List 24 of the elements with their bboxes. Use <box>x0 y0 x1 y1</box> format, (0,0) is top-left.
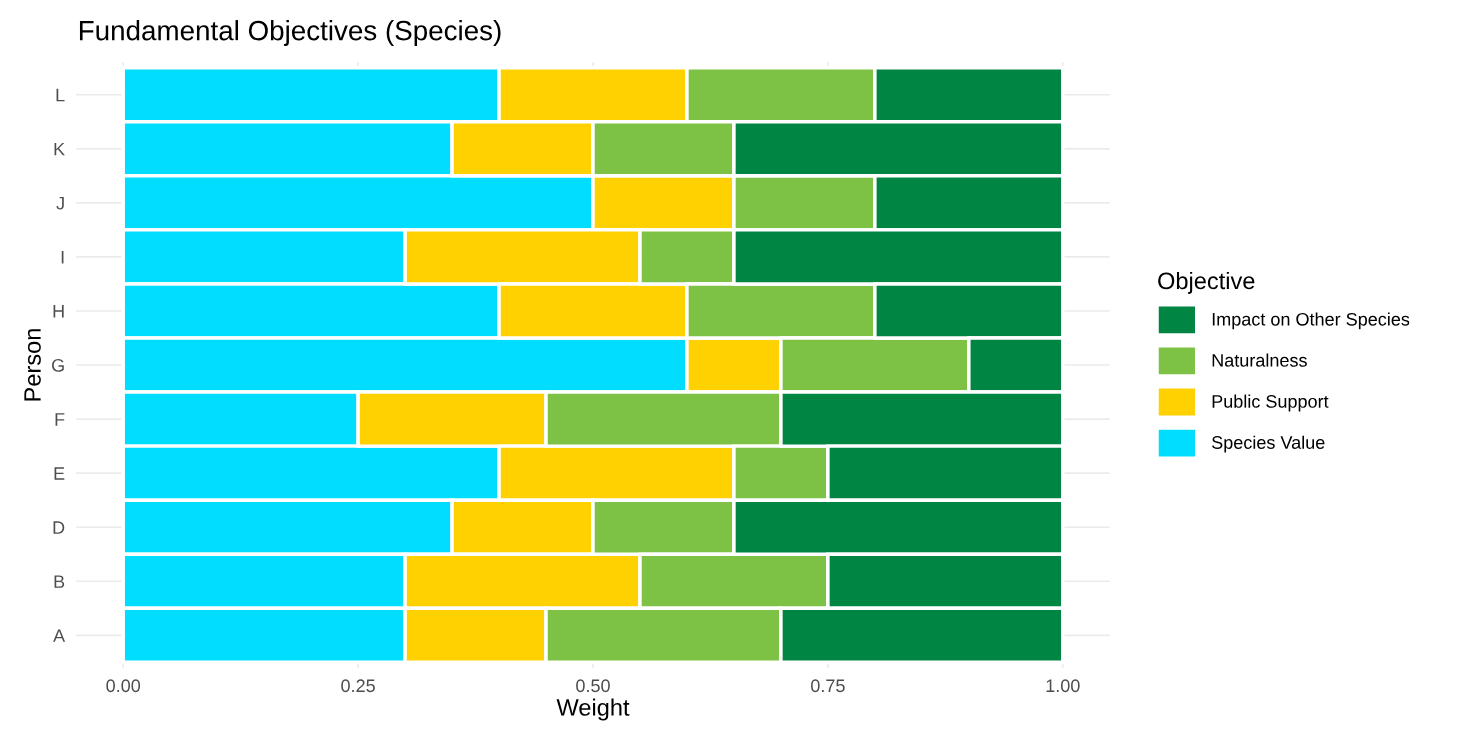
legend-title: Objective <box>1158 271 1255 294</box>
y-tick-label: J <box>56 196 64 210</box>
y-tick-label: K <box>54 142 65 156</box>
x-tick-label: 0.50 <box>576 679 610 693</box>
x-tick-label: 0.25 <box>341 679 375 693</box>
y-tick-label: I <box>61 251 64 264</box>
y-tick-label: E <box>54 467 65 480</box>
y-axis-title: Person <box>24 329 41 401</box>
x-axis-title: Weight <box>556 698 630 721</box>
y-tick-label: L <box>56 88 65 102</box>
legend-label: Impact on Other Species <box>1212 312 1410 330</box>
y-tick-label: F <box>55 413 65 426</box>
legend-label: Species Value <box>1212 435 1325 453</box>
x-tick-label: 0.75 <box>811 679 845 693</box>
x-tick-label: 0.00 <box>106 679 141 693</box>
y-tick-label: D <box>53 521 65 534</box>
y-tick-label: B <box>54 575 65 588</box>
legend-label: Naturalness <box>1212 353 1307 367</box>
x-tick-label: 1.00 <box>1046 679 1080 693</box>
legend-label: Public Support <box>1212 394 1329 412</box>
chart-title: Fundamental Objectives (Species) <box>79 20 501 46</box>
y-tick-label: G <box>51 358 64 372</box>
y-tick-label: H <box>53 305 64 318</box>
y-tick-label: A <box>53 629 66 642</box>
